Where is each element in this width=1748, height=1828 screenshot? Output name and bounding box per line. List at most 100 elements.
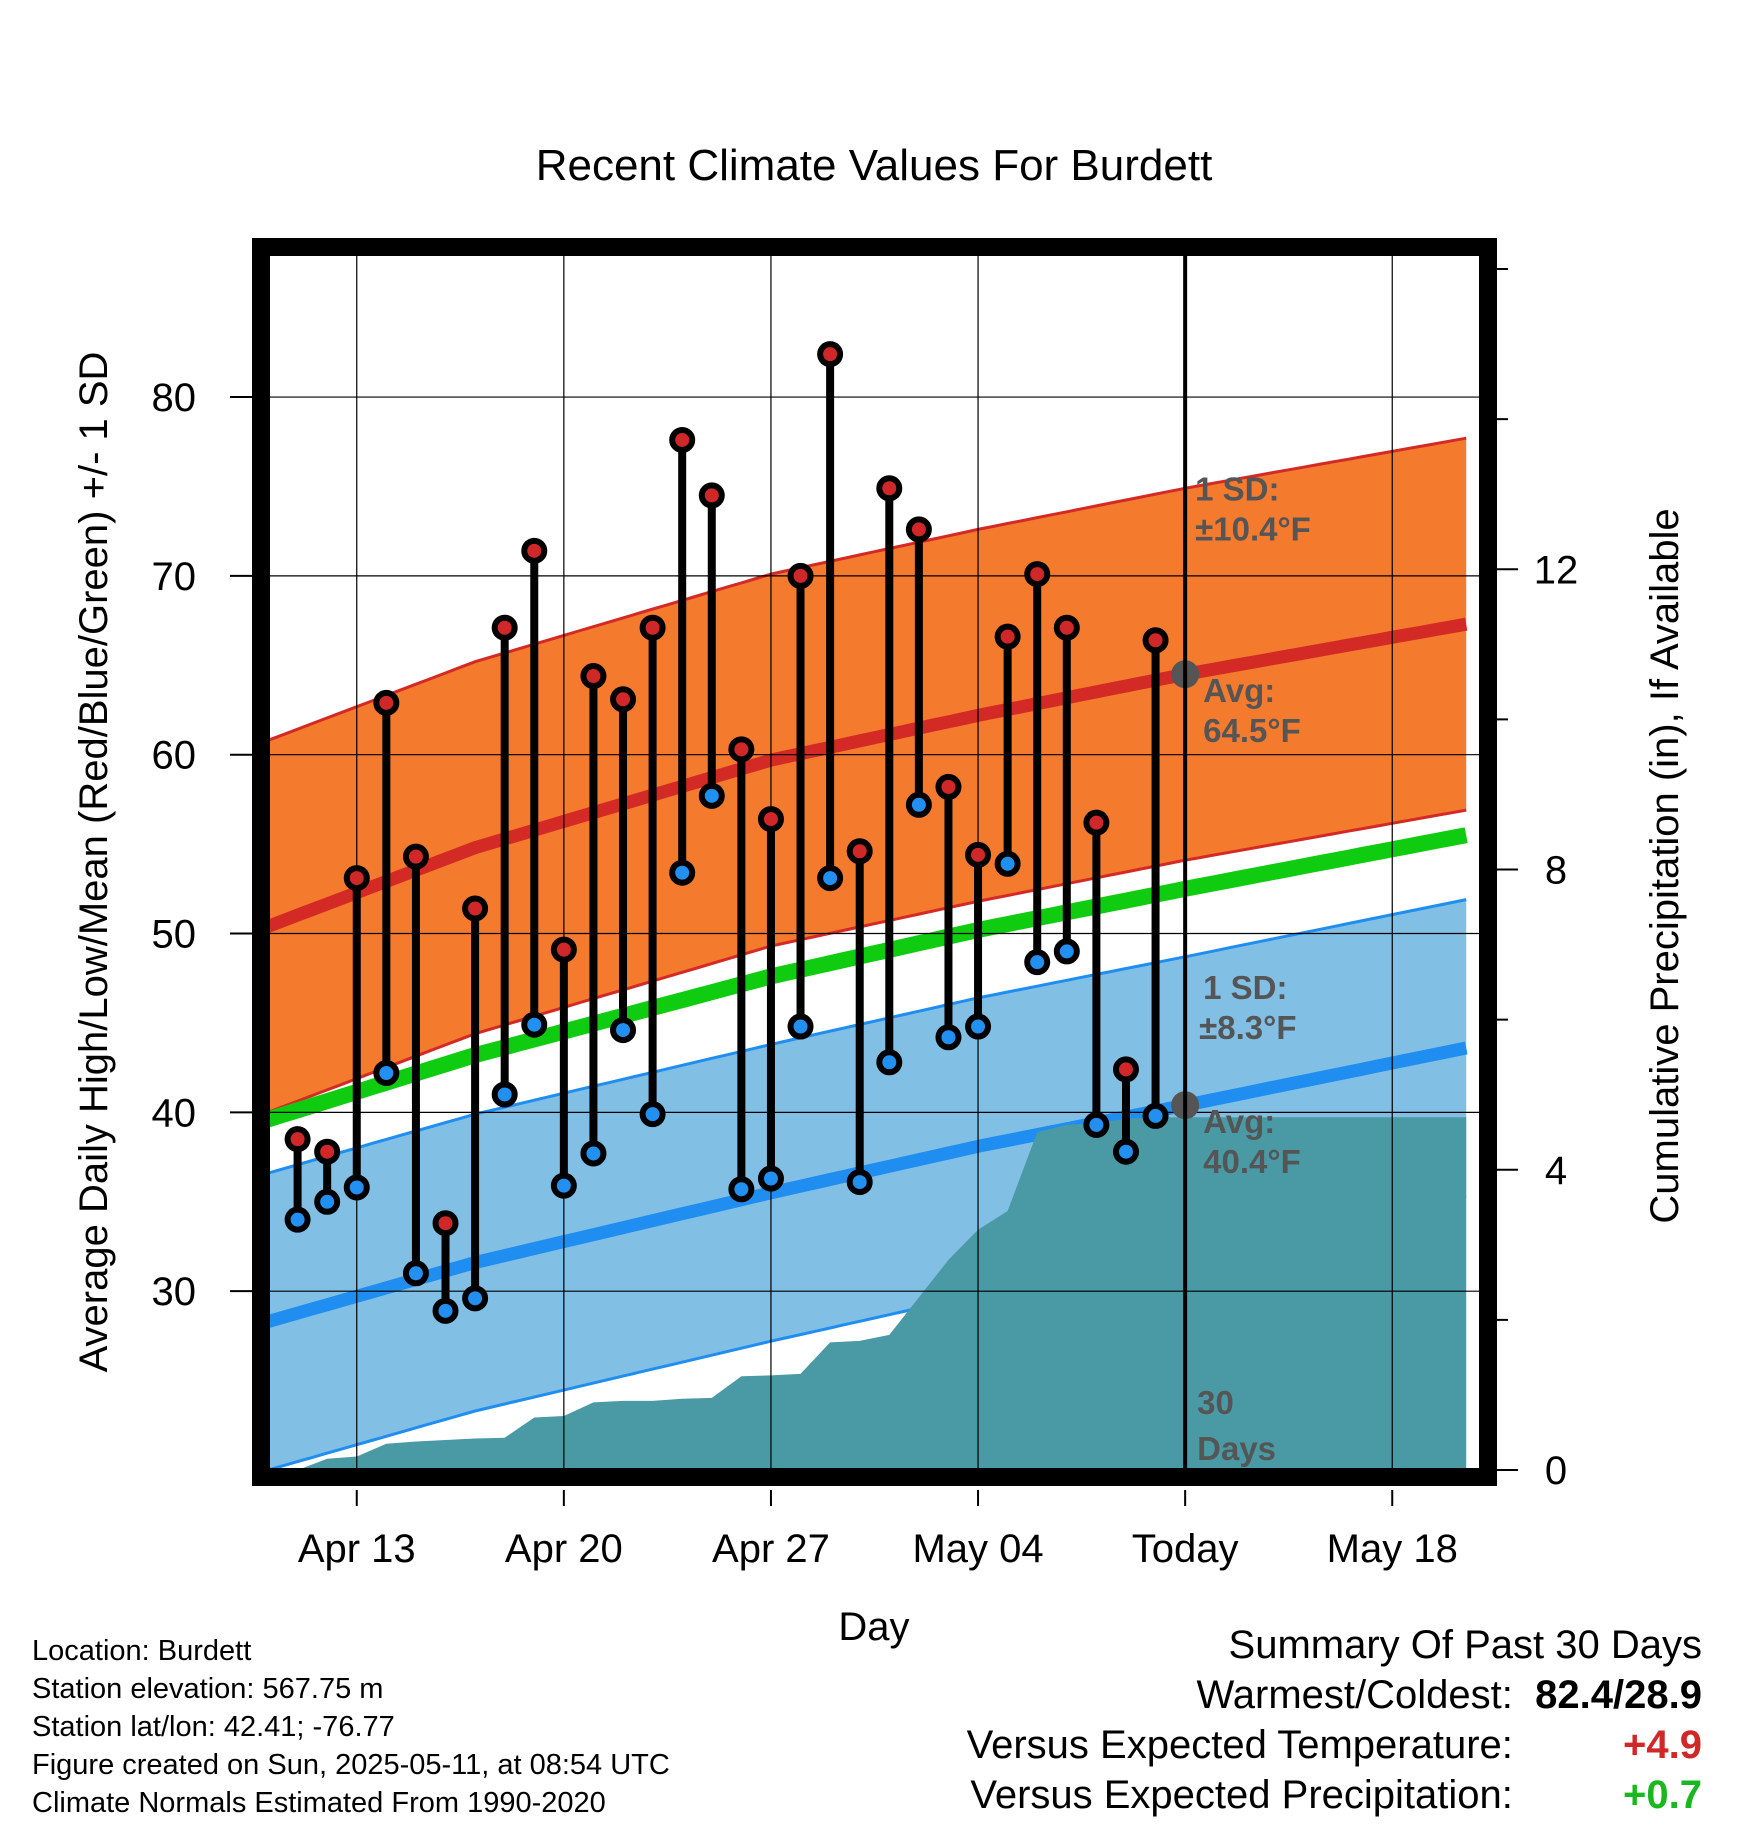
- daily-low-point: [610, 1017, 637, 1044]
- daily-high-point: [698, 482, 725, 509]
- x-axis-label: Day: [838, 1605, 909, 1649]
- daily-high-point: [965, 841, 992, 868]
- daily-high-point: [1083, 809, 1110, 836]
- y2-axis-label: Cumulative Precipitation (in), If Availa…: [1643, 508, 1687, 1223]
- daily-low-point: [876, 1049, 903, 1076]
- daily-high-point: [580, 663, 607, 690]
- daily-low-point: [1142, 1102, 1169, 1129]
- daily-high-point: [846, 838, 873, 865]
- daily-low-point: [1053, 938, 1080, 965]
- info-latlon: Station lat/lon: 42.41; -76.77: [32, 1711, 395, 1743]
- daily-low-point: [1112, 1138, 1139, 1165]
- daily-high-point: [521, 537, 548, 564]
- high-sd-lower-edge: [268, 808, 1467, 1114]
- daily-low-point: [580, 1140, 607, 1167]
- temp-anomaly-label: Versus Expected Temperature:: [966, 1723, 1513, 1767]
- daily-high-point: [876, 475, 903, 502]
- x-tick-label: Today: [1132, 1527, 1239, 1571]
- x-tick-label: Apr 27: [712, 1527, 830, 1571]
- daily-low-point: [787, 1013, 814, 1040]
- daily-high-point: [314, 1138, 341, 1165]
- daily-high-point: [935, 773, 962, 800]
- daily-high-point: [550, 936, 577, 963]
- x-tick-label: Apr 13: [298, 1527, 416, 1571]
- daily-low-point: [1024, 949, 1051, 976]
- normal-mean-line: [268, 827, 1468, 1128]
- normal-low-line: [268, 1041, 1468, 1328]
- summary-title: Summary Of Past 30 Days: [1228, 1623, 1702, 1667]
- daily-high-point: [639, 614, 666, 641]
- high-avg-value: 64.5°F: [1203, 712, 1301, 749]
- y-axis-label: Average Daily High/Low/Mean (Red/Blue/Gr…: [72, 352, 116, 1373]
- daily-high-point: [787, 562, 814, 589]
- daily-high-point: [343, 865, 370, 892]
- plot-frame: [252, 238, 1497, 1486]
- y-tick-label: 30: [152, 1270, 197, 1314]
- daily-low-point: [284, 1206, 311, 1233]
- x-tick-label: May 18: [1327, 1527, 1458, 1571]
- today-days-label: Days: [1197, 1430, 1276, 1467]
- daily-low-point: [965, 1013, 992, 1040]
- y2-tick-label: 8: [1545, 849, 1567, 893]
- y-tick-label: 70: [152, 555, 197, 599]
- daily-low-point: [1083, 1111, 1110, 1138]
- daily-low-point: [817, 865, 844, 892]
- y2-tick-label: 0: [1545, 1449, 1567, 1493]
- cumulative-precip-area: [268, 1117, 1467, 1470]
- daily-high-point: [491, 614, 518, 641]
- y-tick-label: 50: [152, 913, 197, 957]
- daily-high-point: [994, 623, 1021, 650]
- daily-high-point: [462, 895, 489, 922]
- daily-high-point: [284, 1126, 311, 1153]
- daily-high-point: [757, 806, 784, 833]
- daily-low-point: [373, 1060, 400, 1087]
- daily-high-point: [817, 341, 844, 368]
- daily-low-point: [550, 1172, 577, 1199]
- daily-high-point: [1024, 561, 1051, 588]
- daily-low-point: [521, 1011, 548, 1038]
- station-info: Location: Burdett Station elevation: 567…: [32, 1632, 670, 1822]
- high-sd-upper-edge: [268, 436, 1467, 742]
- daily-high-point: [905, 516, 932, 543]
- daily-high-point: [1053, 614, 1080, 641]
- warmest-coldest-value: 82.4/28.9: [1535, 1673, 1702, 1717]
- daily-low-point: [462, 1285, 489, 1312]
- y2-tick-label: 4: [1545, 1149, 1567, 1193]
- daily-low-point: [343, 1174, 370, 1201]
- x-tick-label: May 04: [912, 1527, 1043, 1571]
- summary-panel: Summary Of Past 30 Days Warmest/Coldest:…: [967, 1620, 1702, 1820]
- info-elevation: Station elevation: 567.75 m: [32, 1673, 384, 1705]
- chart-title: Recent Climate Values For Burdett: [536, 141, 1213, 190]
- daily-high-point: [1112, 1056, 1139, 1083]
- daily-low-point: [698, 782, 725, 809]
- low-avg-value: 40.4°F: [1203, 1143, 1301, 1180]
- x-tick-label: Apr 20: [505, 1527, 623, 1571]
- temp-anomaly-value: +4.9: [1623, 1723, 1702, 1767]
- low-avg-label: Avg:: [1203, 1103, 1275, 1140]
- daily-high-point: [373, 689, 400, 716]
- y-tick-label: 80: [152, 376, 197, 420]
- daily-high-point: [432, 1210, 459, 1237]
- daily-high-point: [1142, 627, 1169, 654]
- y-tick-label: 60: [152, 734, 197, 778]
- daily-high-point: [402, 843, 429, 870]
- daily-low-point: [905, 791, 932, 818]
- daily-low-point: [935, 1024, 962, 1051]
- high-sd-label: 1 SD:: [1195, 470, 1279, 507]
- daily-high-point: [728, 736, 755, 763]
- precip-anomaly-value: +0.7: [1623, 1773, 1702, 1817]
- daily-low-point: [994, 850, 1021, 877]
- info-created: Figure created on Sun, 2025-05-11, at 08…: [32, 1749, 670, 1781]
- high-avg-label: Avg:: [1203, 672, 1275, 709]
- daily-low-point: [314, 1188, 341, 1215]
- precip-anomaly-label: Versus Expected Precipitation:: [970, 1773, 1513, 1817]
- daily-low-point: [432, 1297, 459, 1324]
- daily-low-point: [846, 1169, 873, 1196]
- y-tick-label: 40: [152, 1091, 197, 1135]
- daily-low-point: [639, 1101, 666, 1128]
- info-location: Location: Burdett: [32, 1635, 252, 1667]
- daily-low-point: [402, 1260, 429, 1287]
- y2-tick-label: 12: [1534, 548, 1579, 592]
